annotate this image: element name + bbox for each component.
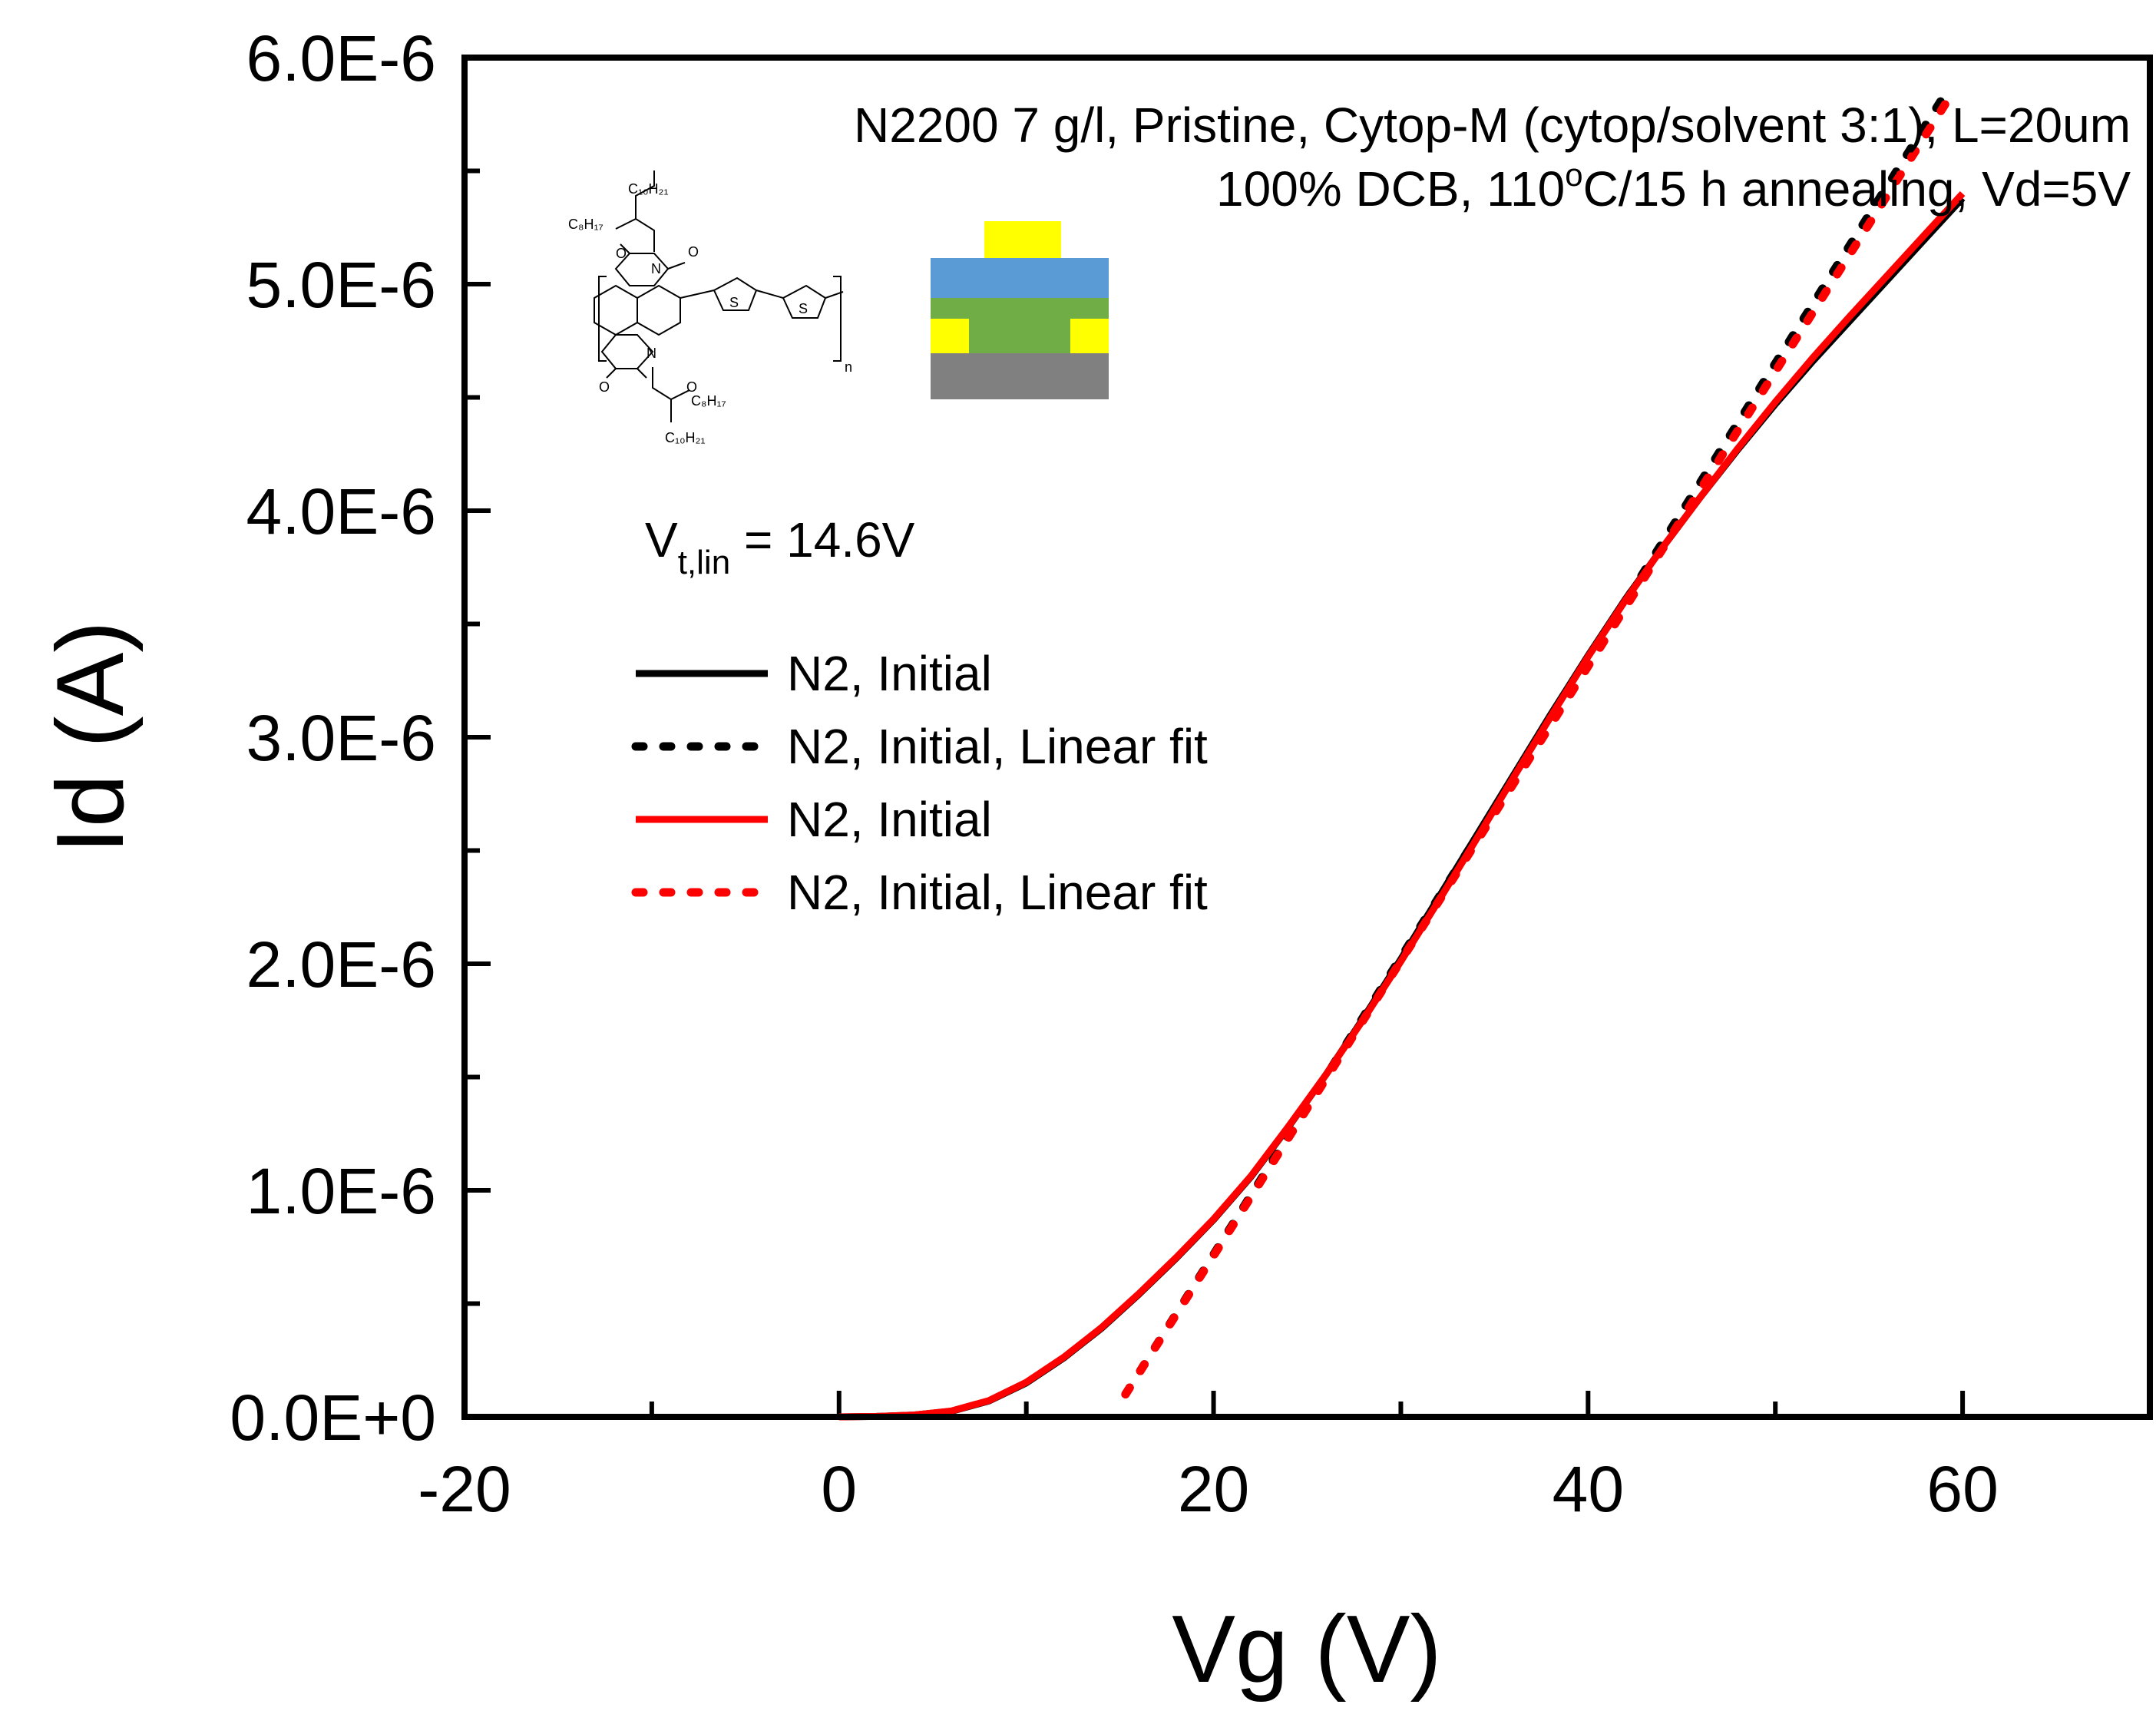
svg-text:C₈H₁₇: C₈H₁₇ xyxy=(568,217,603,232)
series-red-linear-fit xyxy=(1121,87,1958,1398)
legend-label: N2, Initial, Linear fit xyxy=(787,865,1208,920)
annotation-line-2-a: 100% DCB, 110 xyxy=(1216,161,1565,217)
svg-text:n: n xyxy=(845,359,852,375)
y-tick-label: 3.0E-6 xyxy=(246,702,437,774)
svg-text:S: S xyxy=(799,301,808,316)
annotation-line-2: 100% DCB, 110oC/15 h annealing, Vd=5V xyxy=(1216,157,2131,217)
annotation-line-2-b: C/15 h annealing, Vd=5V xyxy=(1583,161,2131,217)
svg-text:O: O xyxy=(599,379,610,395)
legend: N2, Initial N2, Initial, Linear fit N2, In… xyxy=(631,646,1208,920)
plot-frame xyxy=(461,55,2153,1420)
legend-label: N2, Initial xyxy=(787,646,992,701)
y-tick-label: 5.0E-6 xyxy=(246,249,437,321)
device-cross-section xyxy=(931,221,1109,399)
dielectric-layer xyxy=(931,258,1109,298)
series-layer xyxy=(838,87,1966,1421)
x-tick-label: 40 xyxy=(1553,1453,1624,1525)
substrate-layer xyxy=(931,353,1109,399)
vt-rest: = 14.6V xyxy=(730,512,915,568)
y-tick-label: 4.0E-6 xyxy=(246,475,437,548)
y-tick-label: 6.0E-6 xyxy=(246,22,437,94)
svg-text:C₁₀H₂₁: C₁₀H₂₁ xyxy=(665,430,706,445)
vt-subscript: t,lin xyxy=(678,544,730,581)
svg-text:S: S xyxy=(729,295,739,310)
annotation-line-1: N2200 7 g/l, Pristine, Cytop-M (cytop/so… xyxy=(854,98,2131,153)
series-red-initial xyxy=(838,190,1966,1421)
y-tick-label: 1.0E-6 xyxy=(246,1155,437,1227)
svg-text:N: N xyxy=(651,261,661,276)
svg-text:O: O xyxy=(616,246,627,261)
threshold-voltage-annotation: Vt,lin = 14.6V xyxy=(645,512,915,581)
x-tick-label: -20 xyxy=(418,1453,511,1525)
source-electrode xyxy=(931,319,969,353)
chemical-structure-labels: C₁₀H₂₁ C₈H₁₇ N O O N O O C₈H₁₇ C₁₀H₂₁ S … xyxy=(568,181,852,445)
svg-text:O: O xyxy=(686,379,697,395)
legend-label: N2, Initial xyxy=(787,792,992,847)
y-tick-label: 2.0E-6 xyxy=(246,928,437,1001)
y-tick-label: 0.0E+0 xyxy=(230,1382,436,1454)
drain-electrode xyxy=(1070,319,1109,353)
degree-superscript: o xyxy=(1565,157,1582,193)
x-axis-title: Vg (V) xyxy=(1172,1597,1441,1703)
x-tick-label: 20 xyxy=(1178,1453,1249,1525)
tick-labels: -20 0 20 40 60 0.0E+0 1.0E-6 2.0E-6 3.0E-6 4.0E-6… xyxy=(230,22,1998,1525)
legend-label: N2, Initial, Linear fit xyxy=(787,719,1208,774)
y-axis-title: Id (A) xyxy=(38,621,144,853)
svg-text:C₁₀H₂₁: C₁₀H₂₁ xyxy=(628,181,669,197)
vt-main: V xyxy=(645,512,678,568)
gate-electrode xyxy=(984,221,1061,258)
x-tick-label: 0 xyxy=(821,1453,857,1525)
svg-text:C₈H₁₇: C₈H₁₇ xyxy=(691,393,726,409)
svg-text:O: O xyxy=(688,244,699,260)
chemical-structure-icon xyxy=(594,170,844,422)
svg-text:N: N xyxy=(646,346,656,361)
x-tick-label: 60 xyxy=(1926,1453,1998,1525)
